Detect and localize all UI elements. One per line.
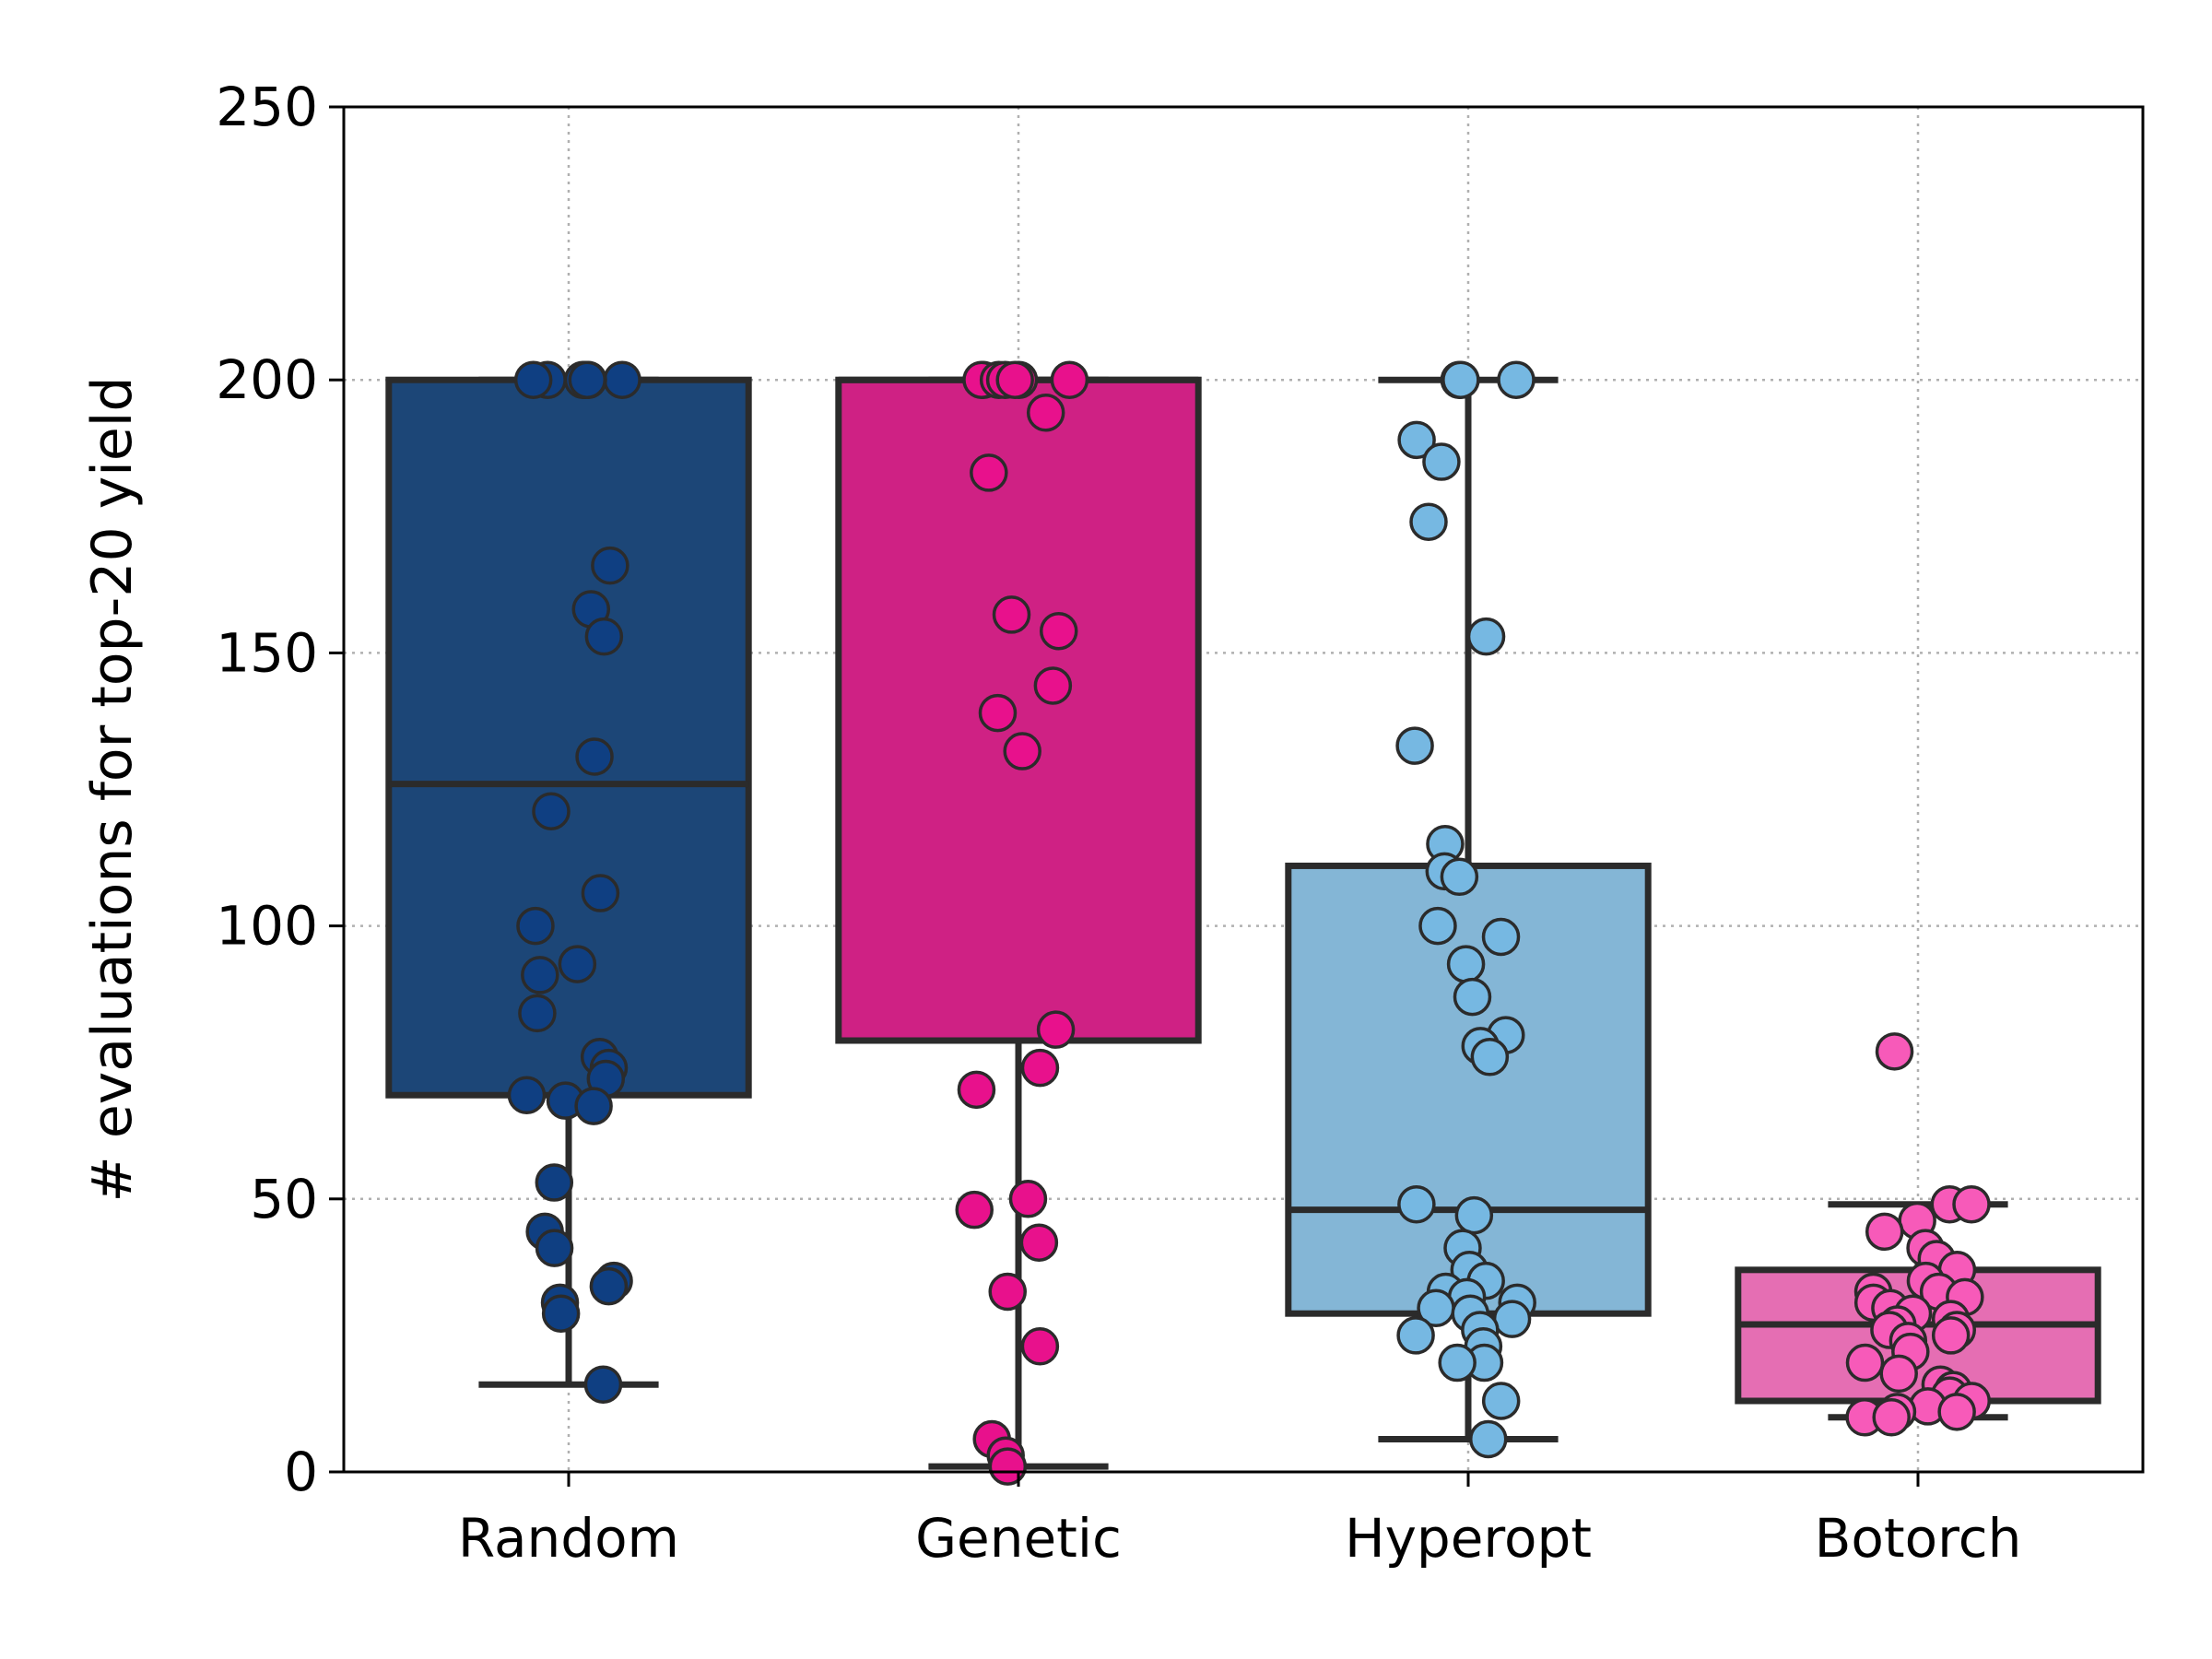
data-point (1020, 1048, 1060, 1088)
data-point (957, 1070, 996, 1110)
x-tick-label-hyperopt: Hyperopt (1345, 1507, 1592, 1570)
x-axis: Random Genetic Hyperopt Botorch (458, 1472, 2021, 1570)
data-point (1470, 1038, 1510, 1077)
data-point (575, 737, 614, 776)
y-tick-label: 50 (250, 1168, 318, 1230)
data-point (1937, 1393, 1976, 1431)
data-point (574, 1087, 613, 1125)
data-point (1497, 360, 1535, 399)
data-point (1008, 1180, 1048, 1218)
y-axis-label: # evaluations for top-20 yield (80, 376, 145, 1202)
data-point (1879, 1354, 1918, 1394)
box-iqr (835, 376, 1202, 1044)
data-point (1466, 617, 1506, 656)
x-tick-label-genetic: Genetic (915, 1507, 1122, 1570)
data-point (521, 956, 559, 994)
data-point (1441, 360, 1480, 399)
data-point (584, 617, 624, 656)
data-point (1019, 1223, 1059, 1262)
data-point (516, 906, 555, 946)
y-tick-label: 100 (216, 895, 318, 958)
data-point (1395, 726, 1434, 765)
data-point (1036, 1010, 1076, 1049)
data-point (995, 360, 1034, 399)
data-point (581, 874, 620, 912)
data-points (507, 360, 1991, 1486)
points-hyperopt (1395, 360, 1536, 1459)
data-point (1033, 666, 1073, 705)
plot-frame (342, 105, 2145, 1474)
points-random (507, 360, 641, 1404)
points-botorch (1845, 1032, 1991, 1437)
data-point (1931, 1316, 1971, 1355)
data-point (1481, 1382, 1521, 1420)
data-point (1872, 1398, 1911, 1437)
data-point (1468, 1419, 1508, 1459)
data-point (955, 1190, 994, 1230)
data-point (978, 693, 1018, 733)
x-tick-label-botorch: Botorch (1815, 1507, 2022, 1570)
data-point (1454, 1195, 1494, 1235)
data-point (603, 360, 641, 399)
data-point (1422, 442, 1461, 481)
data-point (1397, 1184, 1436, 1224)
data-point (1865, 1212, 1904, 1252)
data-point (1481, 917, 1521, 957)
y-tick-label: 200 (216, 348, 318, 411)
box-random (385, 376, 752, 1388)
data-point (568, 360, 607, 399)
data-point (535, 1163, 574, 1202)
data-point (532, 792, 571, 830)
data-point (1409, 502, 1448, 541)
data-point (970, 453, 1008, 492)
box-iqr (385, 376, 752, 1099)
data-point (591, 546, 629, 585)
data-point (1003, 732, 1041, 771)
y-axis: 0 50 100 150 200 250 (216, 76, 344, 1503)
data-point (1438, 1343, 1477, 1382)
data-point (541, 1294, 581, 1333)
box-plots (385, 376, 2101, 1470)
points-genetic (955, 360, 1089, 1486)
data-point (589, 1266, 629, 1306)
y-tick-label: 250 (216, 76, 318, 138)
data-point (1952, 1184, 1991, 1224)
data-point (1453, 977, 1492, 1017)
data-point (1039, 611, 1078, 651)
data-point (988, 1447, 1028, 1486)
y-tick-label: 150 (216, 621, 318, 684)
data-point (1050, 360, 1089, 399)
data-point (518, 994, 557, 1033)
data-point (535, 1229, 574, 1267)
data-point (992, 595, 1031, 634)
data-point (1845, 1343, 1885, 1382)
data-point (1026, 393, 1065, 432)
data-point (1492, 1300, 1532, 1338)
data-point (1020, 1326, 1060, 1366)
data-point (988, 1272, 1027, 1312)
data-point (1396, 1316, 1435, 1355)
data-point (1875, 1032, 1914, 1071)
y-tick-label: 0 (284, 1441, 318, 1503)
data-point (558, 945, 597, 983)
data-point (507, 1076, 547, 1114)
data-point (583, 1365, 623, 1404)
data-point (513, 360, 553, 399)
data-point (1440, 857, 1479, 897)
x-tick-label-random: Random (458, 1507, 679, 1570)
data-point (1397, 420, 1436, 460)
data-point (1446, 945, 1486, 983)
data-point (1418, 906, 1457, 946)
